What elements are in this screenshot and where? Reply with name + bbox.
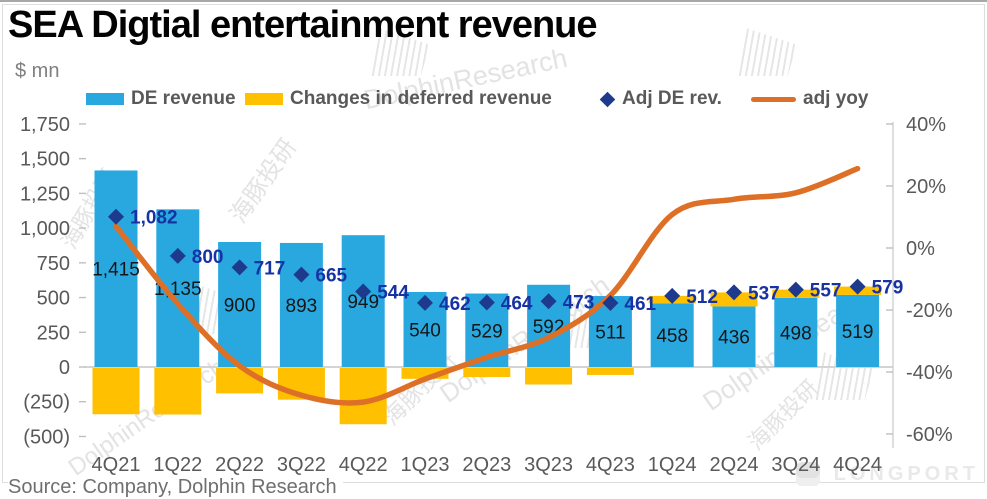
bar-label-4Q22: 949 — [347, 292, 379, 313]
adj-de-rev-marker-2Q23 — [478, 294, 495, 311]
legend-label: adj yoy — [803, 88, 869, 109]
bar-deferred-revenue-4Q23 — [586, 368, 634, 375]
x-axis-label-1Q22: 1Q22 — [153, 454, 202, 476]
bar-label-2Q22: 900 — [224, 295, 256, 316]
x-axis-label-4Q22: 4Q22 — [339, 454, 388, 476]
legend-item-adj-de-rev: Adj DE rev. — [599, 88, 722, 110]
bar-label-4Q24: 519 — [842, 322, 874, 343]
right-axis-tick-label: 0% — [906, 238, 935, 260]
bar-deferred-revenue-2Q23 — [463, 368, 511, 378]
x-axis-label-1Q23: 1Q23 — [401, 454, 450, 476]
x-axis-label-3Q22: 3Q22 — [277, 454, 326, 476]
bar-de-revenue-3Q22 — [279, 242, 323, 367]
legend-item-adj-yoy: adj yoy — [751, 88, 868, 110]
bar-de-revenue-4Q22 — [341, 235, 385, 367]
bar-label-2Q24: 436 — [718, 328, 750, 349]
bar-label-3Q24: 498 — [780, 323, 812, 344]
legend-item-deferred-revenue: Changes in deferred revenue — [245, 88, 552, 110]
adj-de-rev-marker-4Q22 — [355, 283, 372, 300]
source-note: Source: Company, Dolphin Research — [8, 476, 343, 499]
adj-de-rev-label-4Q22: 544 — [377, 282, 409, 303]
right-axis-tick-label: 20% — [906, 176, 946, 198]
right-axis-tick-label: -20% — [906, 300, 953, 322]
bar-de-revenue-2Q24 — [712, 306, 756, 367]
adj-de-rev-marker-3Q22 — [293, 266, 310, 283]
adj-de-rev-label-3Q23: 473 — [563, 292, 595, 313]
x-axis-label-2Q22: 2Q22 — [215, 454, 264, 476]
blue-bar-swatch-icon — [86, 93, 124, 105]
adj-de-rev-label-2Q23: 464 — [501, 294, 533, 315]
left-axis-tick-label: 1,250 — [20, 183, 70, 205]
x-axis-label-4Q24: 4Q24 — [833, 454, 882, 476]
x-axis-label-3Q24: 3Q24 — [771, 454, 820, 476]
axis-units-label: $ mn — [15, 60, 60, 82]
left-axis-tick-label: 750 — [37, 253, 70, 275]
chart-title: SEA Digtial entertainment revenue — [8, 4, 598, 46]
bar-deferred-revenue-3Q23 — [525, 368, 573, 385]
left-axis-tick-label: 1,000 — [20, 218, 70, 240]
left-axis-tick-label: 1,500 — [20, 149, 70, 171]
left-axis-tick-label: 1,750 — [20, 114, 70, 136]
diamond-marker-swatch-icon — [599, 91, 616, 107]
bar-label-3Q22: 893 — [286, 296, 318, 317]
adj-de-rev-marker-2Q24 — [726, 284, 742, 301]
left-axis-tick-label: 500 — [37, 288, 70, 310]
bar-label-1Q22: 1,135 — [154, 279, 202, 300]
bar-de-revenue-3Q24 — [774, 297, 818, 367]
adj-de-rev-marker-4Q23 — [602, 294, 619, 311]
bar-deferred-revenue-2Q22 — [216, 368, 264, 394]
x-axis-label-4Q23: 4Q23 — [586, 454, 635, 476]
bar-deferred-revenue-1Q23 — [401, 368, 449, 379]
bar-deferred-revenue-1Q22 — [154, 368, 202, 415]
adj-de-rev-label-1Q23: 462 — [439, 294, 471, 315]
x-axis-label-4Q21: 4Q21 — [92, 454, 141, 476]
legend-label: DE revenue — [131, 88, 236, 109]
adj-de-rev-marker-4Q24 — [849, 278, 866, 295]
bar-label-1Q23: 540 — [409, 320, 441, 341]
legend-item-de-revenue: DE revenue — [86, 88, 236, 110]
left-axis-tick-label: (250) — [23, 392, 70, 414]
adj-de-rev-label-2Q24: 537 — [748, 283, 780, 304]
bar-label-4Q21: 1,415 — [92, 260, 140, 281]
orange-line-swatch-icon — [751, 96, 796, 102]
x-axis-label-1Q24: 1Q24 — [648, 454, 697, 476]
x-axis-label-2Q23: 2Q23 — [462, 454, 511, 476]
bar-de-revenue-1Q24 — [650, 303, 694, 367]
adj-de-rev-marker-1Q22 — [169, 247, 186, 264]
adj-de-rev-label-2Q22: 717 — [254, 258, 286, 279]
adj-de-rev-label-3Q22: 665 — [315, 266, 347, 287]
adj-de-rev-marker-4Q21 — [108, 208, 124, 225]
x-axis-label-2Q24: 2Q24 — [710, 454, 759, 476]
adj-de-rev-marker-2Q22 — [231, 259, 248, 276]
adj-de-rev-marker-1Q23 — [417, 294, 433, 311]
bar-label-2Q23: 529 — [471, 321, 503, 342]
adj-de-rev-label-4Q24: 579 — [872, 278, 904, 299]
legend-label: Changes in deferred revenue — [290, 88, 552, 109]
x-axis-label-3Q23: 3Q23 — [524, 454, 573, 476]
adj-de-rev-marker-3Q24 — [787, 281, 804, 298]
right-axis-tick-label: 40% — [906, 114, 946, 136]
left-axis-tick-label: 0 — [59, 357, 70, 379]
adj-de-rev-label-4Q21: 1,082 — [130, 208, 178, 229]
adj-de-rev-marker-1Q24 — [664, 287, 681, 304]
right-axis-tick-label: -60% — [906, 424, 953, 446]
adj-de-rev-label-3Q24: 557 — [810, 281, 842, 302]
bar-label-4Q23: 511 — [595, 323, 625, 344]
bar-de-revenue-4Q21 — [94, 170, 138, 367]
adj-de-rev-label-1Q24: 512 — [686, 287, 718, 308]
left-axis-tick-label: (500) — [23, 426, 70, 448]
adj-de-rev-label-1Q22: 800 — [192, 247, 224, 268]
left-axis-tick-label: 250 — [37, 322, 70, 344]
right-axis-tick-label: -40% — [906, 362, 953, 384]
bar-label-1Q24: 458 — [656, 326, 688, 347]
legend-label: Adj DE rev. — [622, 88, 722, 109]
bar-deferred-revenue-4Q21 — [92, 368, 140, 415]
adj-yoy-line — [113, 165, 861, 406]
yellow-bar-swatch-icon — [245, 93, 283, 105]
adj-de-rev-label-4Q23: 461 — [624, 294, 656, 315]
